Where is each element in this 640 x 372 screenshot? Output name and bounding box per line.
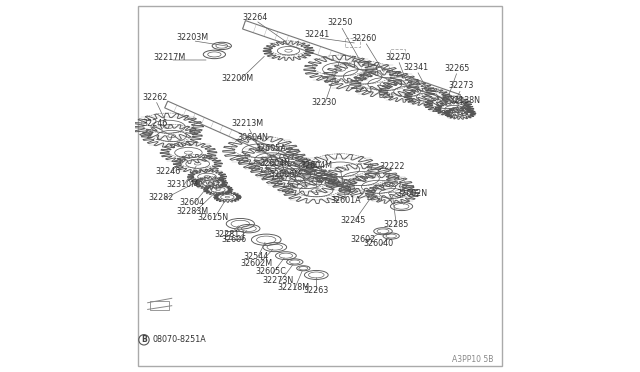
Text: 32246: 32246 (143, 119, 168, 128)
Text: 08070-8251A: 08070-8251A (152, 335, 206, 344)
Text: 32605A: 32605A (256, 144, 287, 153)
Text: 32604: 32604 (180, 198, 205, 207)
Text: 32270: 32270 (385, 52, 410, 61)
Text: 32138N: 32138N (450, 96, 481, 105)
Text: A3PP10 5B: A3PP10 5B (452, 355, 493, 364)
Text: 32602N: 32602N (396, 189, 428, 198)
Text: 32285: 32285 (383, 221, 409, 230)
Text: 32250: 32250 (328, 19, 353, 28)
Text: 32606M: 32606M (270, 170, 302, 179)
Text: B: B (141, 335, 147, 344)
Text: 32246: 32246 (156, 167, 180, 176)
FancyBboxPatch shape (138, 6, 502, 366)
Text: 30604N: 30604N (238, 132, 269, 142)
Text: 32602: 32602 (350, 235, 375, 244)
Text: 32218M: 32218M (277, 283, 309, 292)
Text: 32281: 32281 (214, 230, 239, 240)
Text: 32604N: 32604N (259, 158, 291, 167)
Text: 32265: 32265 (444, 64, 470, 73)
Text: 32263: 32263 (303, 286, 329, 295)
Text: 32245: 32245 (340, 216, 365, 225)
Text: 32604M: 32604M (300, 161, 332, 170)
Text: 32264: 32264 (243, 13, 268, 22)
Text: 32273N: 32273N (263, 276, 294, 285)
Text: 32310M: 32310M (166, 180, 198, 189)
Text: 32222: 32222 (380, 162, 405, 171)
Text: 32273: 32273 (448, 81, 474, 90)
Text: 32615N: 32615N (197, 213, 228, 222)
Text: 32200M: 32200M (221, 74, 254, 83)
Text: 32260: 32260 (352, 34, 377, 43)
Text: 32203M: 32203M (176, 33, 208, 42)
Text: 32282: 32282 (148, 193, 174, 202)
Text: 32217M: 32217M (154, 52, 186, 61)
Text: 32230: 32230 (311, 98, 337, 107)
Text: 32341: 32341 (404, 63, 429, 72)
Text: 32601A: 32601A (331, 196, 361, 205)
Text: 32213M: 32213M (232, 119, 264, 128)
Text: 32602M: 32602M (240, 259, 272, 268)
Text: 32262: 32262 (142, 93, 168, 102)
Text: 32241: 32241 (305, 30, 330, 39)
Text: 32544: 32544 (244, 252, 269, 261)
Text: 32605C: 32605C (255, 267, 287, 276)
Text: 32283M: 32283M (176, 207, 208, 216)
Text: 32606: 32606 (221, 235, 246, 244)
Text: 326040: 326040 (364, 239, 394, 248)
